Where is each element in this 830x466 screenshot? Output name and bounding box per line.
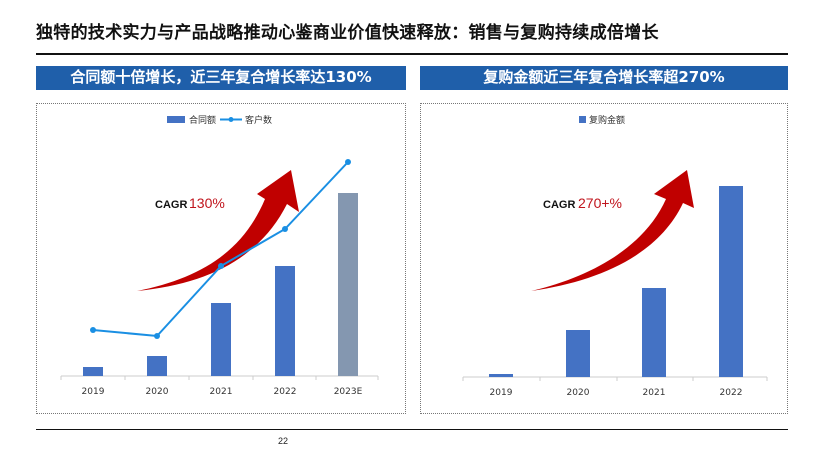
cagr-label: CAGR xyxy=(155,199,187,211)
cagr-label: CAGR xyxy=(543,199,575,211)
bar-2019 xyxy=(489,374,513,377)
bar-2023e xyxy=(338,193,358,376)
repurchase-chart-panel: 复购金额 CAGR 270+% 2019 2020 2021 2022 xyxy=(420,103,788,414)
x-label: 2019 xyxy=(490,388,513,398)
x-label: 2022 xyxy=(720,388,743,398)
bar-2020 xyxy=(147,356,167,376)
x-label: 2023E xyxy=(334,387,363,397)
bar-2021 xyxy=(642,288,666,377)
title-divider xyxy=(36,53,788,55)
page-title: 独特的技术实力与产品战略推动心鉴商业价值快速释放：销售与复购持续成倍增长 xyxy=(36,23,659,43)
footer-divider xyxy=(36,429,788,430)
page-number: 22 xyxy=(278,436,289,446)
x-label: 2020 xyxy=(567,388,590,398)
left-banner: 合同额十倍增长，近三年复合增长率达130% xyxy=(36,66,406,90)
bar-2020 xyxy=(566,330,590,377)
x-label: 2021 xyxy=(643,388,666,398)
growth-arrow-icon xyxy=(137,170,299,291)
repurchase-chart: 复购金额 CAGR 270+% 2019 2020 2021 2022 xyxy=(462,114,768,398)
legend-contract-label: 合同额 xyxy=(189,114,216,126)
cagr-value: 270+% xyxy=(578,195,622,211)
bar-2022 xyxy=(719,186,743,377)
legend-bar-swatch xyxy=(167,116,185,123)
contract-chart-panel: 合同额 客户数 CAGR xyxy=(36,103,406,414)
x-label: 2022 xyxy=(274,387,297,397)
growth-arrow-icon xyxy=(531,170,694,291)
bar-2019 xyxy=(83,367,103,376)
x-label: 2020 xyxy=(146,387,169,397)
cagr-value: 130% xyxy=(189,195,225,211)
x-label: 2019 xyxy=(82,387,105,397)
right-banner: 复购金额近三年复合增长率超270% xyxy=(420,66,788,90)
x-label: 2021 xyxy=(210,387,233,397)
legend-customers-label: 客户数 xyxy=(245,114,272,126)
legend-bar-swatch xyxy=(579,116,586,123)
bar-2021 xyxy=(211,303,231,376)
contract-chart: 合同额 客户数 CAGR xyxy=(60,114,379,397)
legend-repurchase-label: 复购金额 xyxy=(589,114,625,126)
bar-2022 xyxy=(275,266,295,376)
